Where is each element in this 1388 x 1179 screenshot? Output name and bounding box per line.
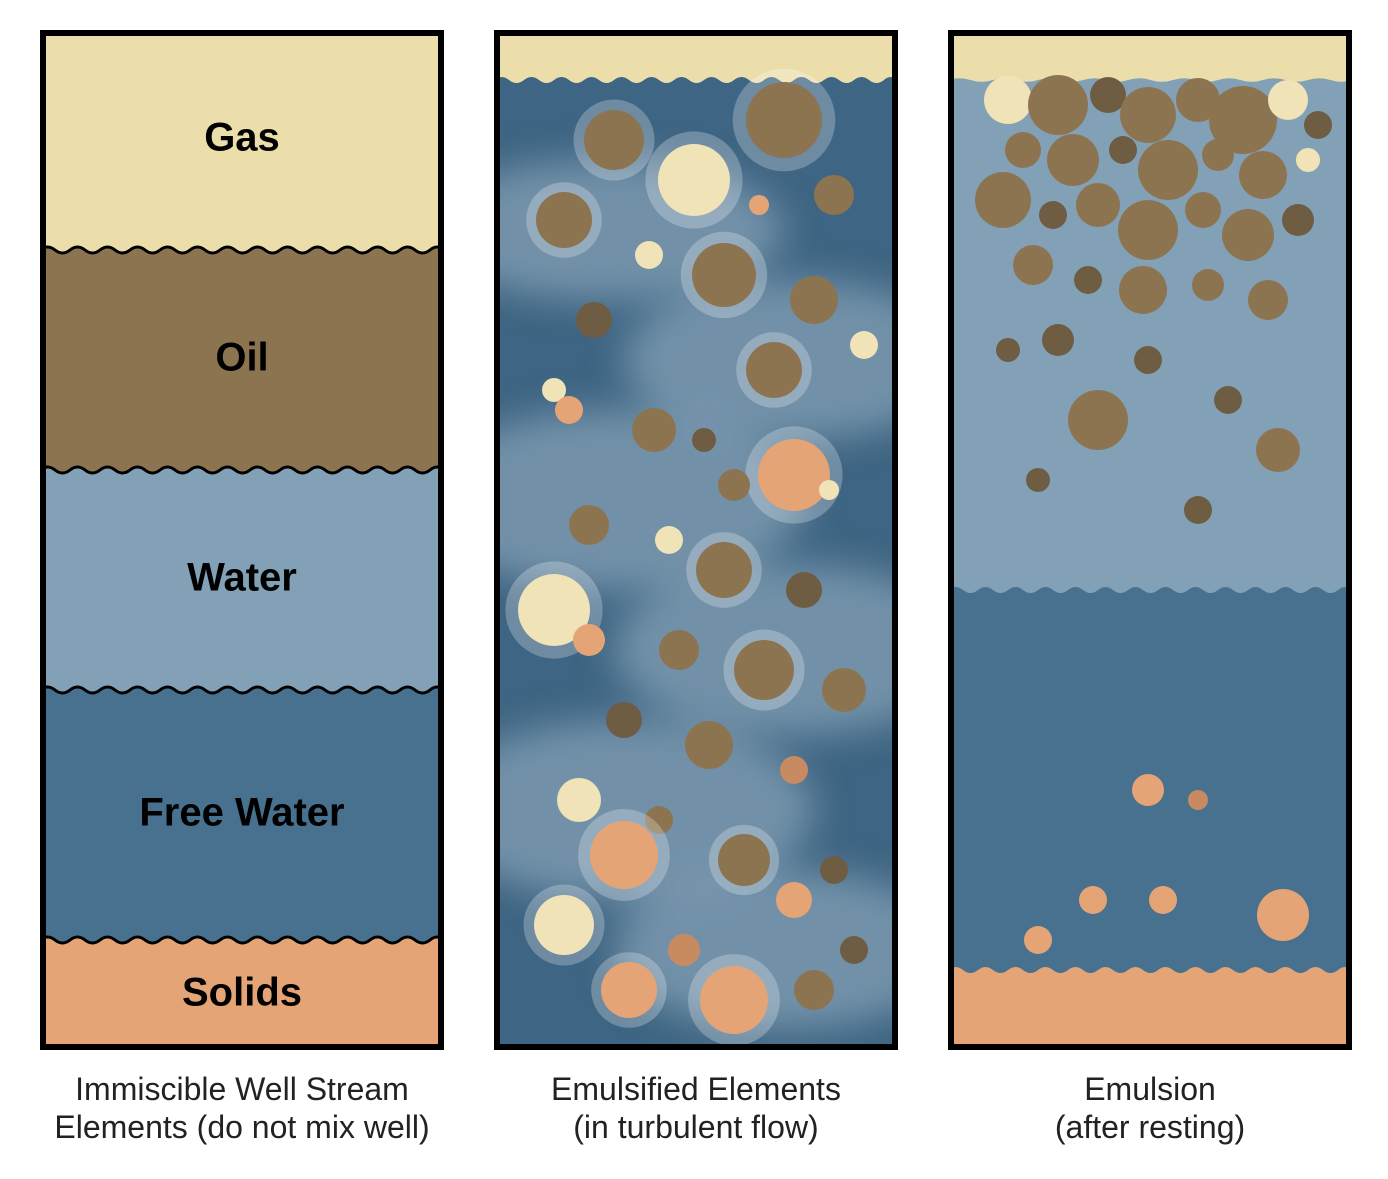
panel-3-graphic	[948, 30, 1352, 1050]
panel-1-graphic: Gas Oil Water Free Water Solids	[40, 30, 444, 1050]
caption-text: (after resting)	[1055, 1108, 1245, 1146]
caption-text: Emulsion	[1055, 1070, 1245, 1108]
panel-2-caption: Emulsified Elements (in turbulent flow)	[551, 1070, 841, 1147]
layer-label: Oil	[215, 336, 268, 380]
panel-3-caption: Emulsion (after resting)	[1055, 1070, 1245, 1147]
panel-1-caption: Immiscible Well Stream Elements (do not …	[54, 1070, 429, 1147]
caption-text: Emulsified Elements	[551, 1070, 841, 1108]
caption-text: Immiscible Well Stream	[54, 1070, 429, 1108]
caption-text: Elements (do not mix well)	[54, 1108, 429, 1146]
layer-label: Free Water	[139, 791, 344, 835]
panel-2-graphic	[494, 30, 898, 1050]
layer-label: Water	[187, 556, 297, 600]
panel-immiscible: Gas Oil Water Free Water Solids Immiscible W…	[40, 30, 444, 1147]
panel-emulsion: Emulsion (after resting)	[948, 30, 1352, 1147]
panel-emulsified: Emulsified Elements (in turbulent flow)	[494, 30, 898, 1147]
layer-label: Gas	[204, 116, 280, 160]
caption-text: (in turbulent flow)	[551, 1108, 841, 1146]
layer-label: Solids	[182, 971, 302, 1015]
